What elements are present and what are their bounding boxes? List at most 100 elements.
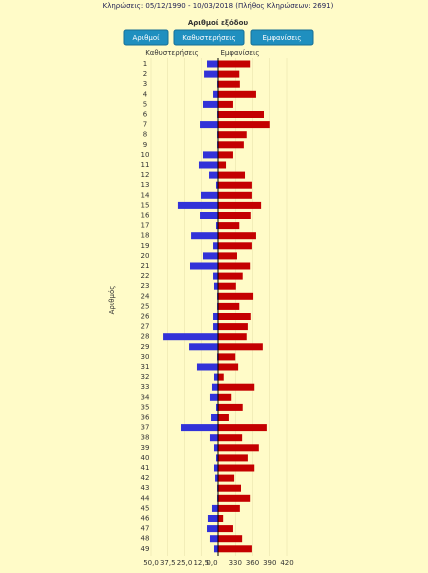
y-tick-label: 41 — [141, 464, 150, 472]
y-tick-label: 3 — [143, 80, 147, 88]
bar — [218, 504, 240, 512]
bar — [211, 414, 218, 421]
bar — [198, 161, 218, 169]
bar — [218, 90, 256, 98]
bar — [213, 464, 218, 472]
bar — [200, 212, 218, 219]
bar — [218, 242, 252, 250]
bar — [196, 363, 218, 371]
bar — [209, 393, 218, 401]
bar — [218, 494, 251, 502]
y-tick-label: 23 — [141, 282, 150, 290]
bar — [218, 403, 243, 411]
bar — [218, 515, 224, 522]
y-tick-label: 12 — [141, 171, 150, 179]
y-tick-label: 7 — [143, 121, 147, 129]
y-tick-label: 6 — [143, 111, 148, 119]
y-tick-label: 22 — [141, 272, 150, 280]
y-tick-label: 40 — [141, 454, 150, 462]
bar — [218, 343, 263, 351]
y-tick-label: 19 — [141, 242, 150, 250]
y-tick-label: 39 — [141, 444, 150, 452]
y-tick-label: 37 — [141, 424, 150, 432]
button-label[interactable]: Καθυστερήσεις — [182, 34, 236, 42]
x-tick-label: 25,0 — [177, 559, 193, 567]
y-tick-label: 4 — [143, 90, 148, 98]
y-tick-label: 10 — [141, 151, 150, 159]
bar — [202, 252, 218, 260]
bar — [204, 70, 218, 78]
y-tick-label: 13 — [141, 181, 150, 189]
bar — [218, 292, 254, 300]
bar — [213, 313, 218, 320]
bar — [200, 191, 218, 199]
y-tick-label: 26 — [141, 313, 150, 321]
bar — [218, 545, 252, 553]
bar — [218, 131, 247, 139]
y-tick-label: 18 — [141, 232, 150, 240]
bar — [218, 201, 262, 209]
bar — [218, 373, 224, 381]
button[interactable]: Καθυστερήσεις — [173, 29, 245, 46]
bar — [218, 141, 244, 149]
x-tick-label: 37,5 — [160, 559, 176, 567]
bar — [218, 393, 232, 401]
bar — [218, 181, 252, 189]
button[interactable]: Αριθμοί — [123, 29, 169, 46]
bar — [181, 424, 218, 432]
bar — [177, 201, 218, 209]
y-tick-label: 20 — [141, 252, 150, 260]
bar — [218, 80, 240, 88]
y-tick-label: 34 — [141, 393, 150, 401]
y-tick-label: 14 — [141, 191, 150, 199]
x-tick-label: 330 — [229, 559, 242, 567]
bar — [213, 242, 218, 250]
x-tick-label: 420 — [280, 559, 293, 567]
bar — [218, 535, 243, 543]
series-header: Εμφανίσεις — [220, 49, 259, 57]
bar — [209, 535, 218, 543]
chart-title: Αριθμοί εξόδου — [188, 19, 249, 27]
series-header: Καθυστερήσεις — [145, 49, 199, 57]
bar — [218, 212, 251, 219]
bar — [218, 161, 227, 169]
y-tick-label: 46 — [141, 515, 150, 523]
y-tick-label: 15 — [141, 201, 150, 209]
x-tick-label: 50,0 — [143, 559, 159, 567]
bar — [200, 121, 218, 129]
bar — [213, 444, 218, 452]
y-tick-label: 33 — [141, 383, 150, 391]
x-tick-label: 390 — [263, 559, 276, 567]
bar — [215, 222, 218, 230]
bar — [218, 272, 243, 280]
bar — [207, 60, 218, 68]
bar — [191, 232, 218, 240]
bar — [209, 434, 218, 442]
y-tick-label: 5 — [143, 100, 147, 108]
bar — [218, 464, 255, 472]
bar — [213, 545, 218, 553]
bar — [218, 363, 239, 371]
bar — [207, 515, 218, 522]
y-tick-label: 2 — [143, 70, 147, 78]
bar — [218, 424, 267, 432]
bar — [209, 171, 218, 179]
bar — [218, 484, 241, 492]
bar — [215, 474, 218, 482]
y-tick-label: 48 — [141, 535, 150, 543]
bar — [218, 444, 259, 452]
y-tick-label: 35 — [141, 403, 150, 411]
bar — [213, 373, 218, 381]
bar — [213, 90, 218, 98]
bar — [218, 333, 247, 341]
bar — [218, 70, 240, 78]
button-label[interactable]: Εμφανίσεις — [262, 34, 301, 42]
button[interactable]: Εμφανίσεις — [250, 29, 314, 46]
bar — [218, 232, 256, 240]
button-label[interactable]: Αριθμοί — [133, 34, 161, 42]
bar — [215, 454, 218, 462]
bar — [218, 222, 240, 230]
bar — [218, 434, 243, 442]
header: Κληρώσεις: 05/12/1990 - 10/03/2018 (Πλήθ… — [103, 2, 334, 10]
